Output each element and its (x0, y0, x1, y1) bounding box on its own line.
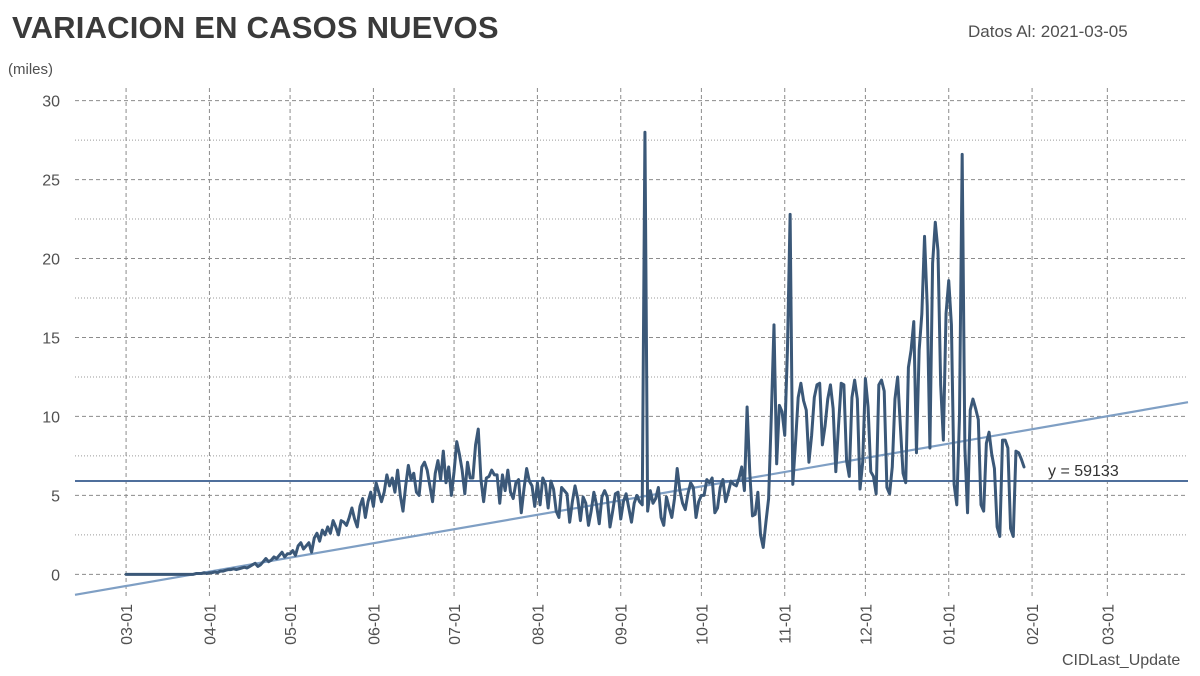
source-label: CIDLast_Update (1062, 652, 1181, 669)
y-axis-unit-label: (miles) (8, 61, 53, 78)
plot-lines (74, 130, 1189, 596)
data-date-label: Datos Al: 2021-03-05 (968, 22, 1128, 41)
y-tick-label-30: 30 (42, 94, 60, 111)
annotations: y = 59133 (1048, 463, 1119, 480)
trend-line (74, 401, 1189, 596)
y-tick-label-20: 20 (42, 252, 60, 269)
x-tick-label-08-01: 08-01 (530, 604, 547, 645)
y-tick-label-10: 10 (42, 409, 60, 426)
y-tick-label-0: 0 (51, 567, 60, 584)
mean-line-label: y = 59133 (1048, 463, 1119, 480)
y-tick-label-15: 15 (42, 330, 60, 347)
x-tick-label-10-01: 10-01 (694, 604, 711, 645)
x-tick-label-04-01: 04-01 (202, 604, 219, 645)
chart-title: VARIACION EN CASOS NUEVOS (12, 10, 499, 45)
x-tick-label-07-01: 07-01 (447, 604, 464, 645)
x-tick-label-05-01: 05-01 (283, 604, 300, 645)
x-tick-label-03-01: 03-01 (119, 604, 136, 645)
series-line (124, 130, 1026, 576)
x-tick-labels: 03-01 04-01 05-01 06-01 07-01 08-01 09-01 10-01… (119, 604, 1117, 645)
x-tick-label-03-01: 03-01 (1100, 604, 1117, 645)
y-tick-label-5: 5 (51, 488, 60, 505)
y-tick-label-25: 25 (42, 173, 60, 190)
x-tick-label-09-01: 09-01 (614, 604, 631, 645)
x-tick-label-02-01: 02-01 (1025, 604, 1042, 645)
x-tick-label-01-01: 01-01 (942, 604, 959, 645)
x-tick-label-06-01: 06-01 (366, 604, 383, 645)
x-tick-label-12-01: 12-01 (858, 604, 875, 645)
y-tick-labels: 0 5 10 15 20 25 30 (42, 94, 60, 585)
grid-lines (75, 88, 1188, 598)
x-tick-label-11-01: 11-01 (778, 604, 795, 644)
